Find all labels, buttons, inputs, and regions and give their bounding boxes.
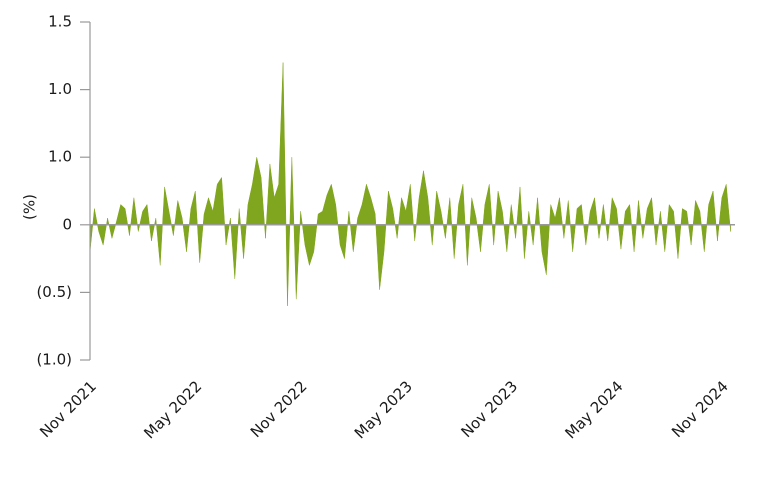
y-tick-label: 1.5 [48,13,72,31]
y-tick-label: 0 [62,215,72,233]
x-tick-label: Nov 2021 [36,377,100,441]
x-tick-label: Nov 2023 [457,377,521,441]
y-axis-title: (%) [21,194,39,220]
x-tick-label: Nov 2022 [247,377,311,441]
x-tick-label: May 2023 [351,377,416,442]
area [89,62,731,306]
x-tick-label: May 2022 [140,377,205,442]
y-tick-label: 1.0 [48,148,72,166]
x-tick-label: Nov 2024 [668,377,732,441]
y-tick-label: (0.5) [36,283,72,301]
x-tick-label: May 2024 [562,377,627,442]
y-tick-label: 1.0 [48,80,72,98]
y-tick-label: (1.0) [36,351,72,369]
